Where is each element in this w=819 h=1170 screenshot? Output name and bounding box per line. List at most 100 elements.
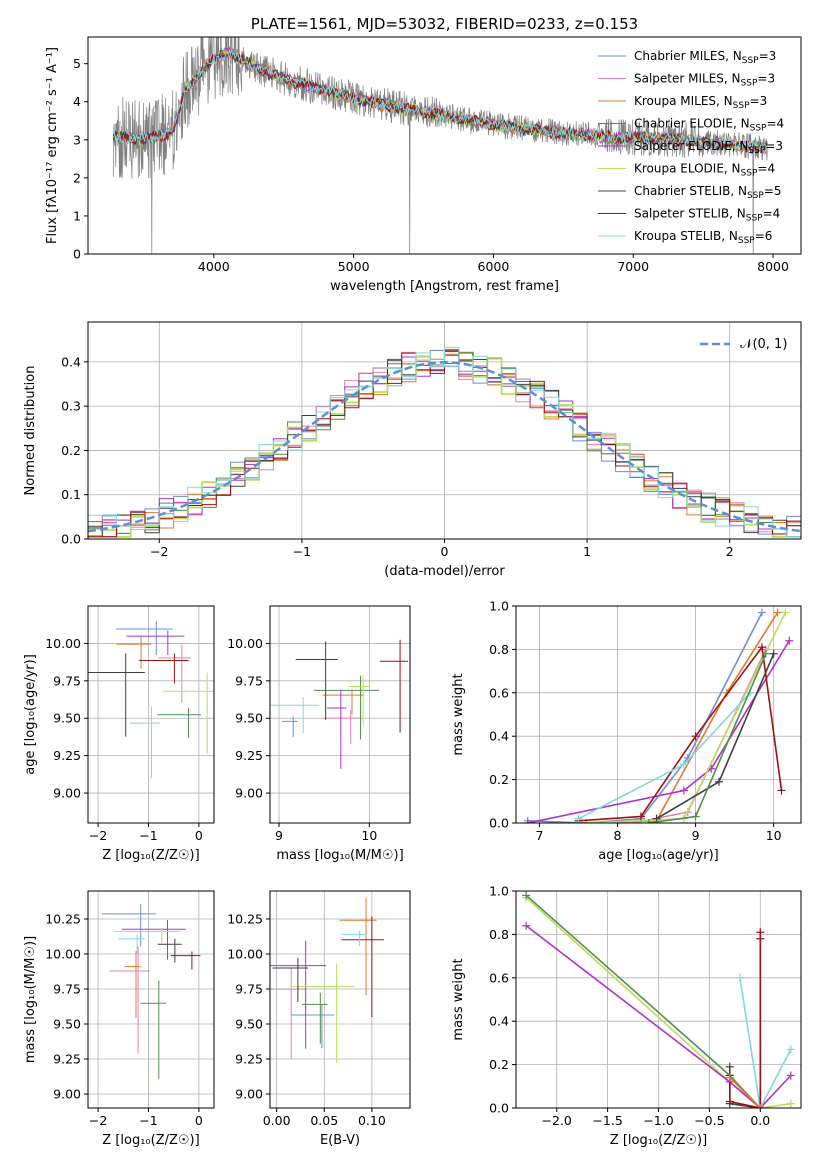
- weight-vs-age-marker-3: [785, 636, 794, 645]
- weight-vs-Z-series-2: [525, 925, 792, 1108]
- spectrum-xtick-label: 7000: [617, 259, 649, 274]
- mass-vs-Z-frame: [87, 890, 215, 1109]
- weight-vs-Z-ylabel: mass weight: [451, 958, 466, 1040]
- mass-vs-EBV-grid: [270, 891, 410, 1108]
- weight-vs-Z-series-3: [739, 977, 792, 1108]
- mass-vs-EBV-xlabel: E(B-V): [320, 1133, 360, 1148]
- weight-vs-Z-marker-1: [522, 891, 531, 900]
- age-vs-mass-grid: [270, 606, 410, 823]
- weight-vs-age-xtick-label: 7: [535, 828, 543, 843]
- residuals-frame: [87, 321, 802, 540]
- residuals-ytick-label: 0.3: [61, 399, 81, 414]
- weight-vs-age-xtick-label: 10: [766, 828, 782, 843]
- legend-entry-2: Kroupa MILES, NSSP=3: [634, 94, 767, 111]
- age-vs-mass-ytick-label: 9.75: [235, 673, 263, 688]
- age-vs-Z-ytick-label: 9.00: [53, 786, 81, 801]
- spectrum-title: PLATE=1561, MJD=53032, FIBERID=0233, z=0…: [251, 15, 638, 33]
- age-vs-Z-frame: [87, 605, 215, 824]
- weight-vs-age-ytick-label: 0.6: [489, 685, 509, 700]
- mass-vs-Z-ytick-label: 9.25: [53, 1052, 81, 1067]
- residuals-xtick-label: 0: [441, 544, 449, 559]
- weight-vs-Z-xtick-label: −1.5: [592, 1113, 622, 1128]
- age-vs-Z-xlabel: Z [log₁₀(Z/Z☉)]: [102, 848, 199, 863]
- weight-vs-Z-ytick-label: 0.8: [489, 927, 509, 942]
- weight-vs-age-lines: [523, 608, 794, 823]
- spectrum-ytick-label: 4: [73, 94, 81, 109]
- spectrum-xtick-label: 8000: [757, 259, 789, 274]
- mass-vs-Z-xtick-label: 0: [195, 1113, 203, 1128]
- mass-vs-EBV-errbars: [270, 897, 384, 1063]
- spectrum-xtick-label: 4000: [198, 259, 230, 274]
- age-vs-Z-ylabel: age [log₁₀(age/yr)]: [23, 654, 38, 775]
- weight-vs-Z-marker-2: [522, 921, 531, 930]
- weight-vs-age-ylabel: mass weight: [451, 673, 466, 755]
- weight-vs-age-marker-3: [679, 786, 688, 795]
- weight-vs-age-marker-6: [636, 812, 645, 821]
- age-vs-mass-xtick-label: 10: [361, 828, 377, 843]
- legend-entry-4: Salpeter ELODIE, NSSP=3: [634, 139, 783, 156]
- weight-vs-age-series-4: [586, 612, 787, 823]
- mass-vs-Z-ytick-label: 9.00: [53, 1087, 81, 1102]
- legend-entry-8: Kroupa STELIB, NSSP=6: [634, 229, 772, 246]
- mass-vs-Z-xtick-label: −2: [89, 1113, 107, 1128]
- weight-vs-age-ytick-label: 0.2: [489, 772, 509, 787]
- legend-entry-5: Kroupa ELODIE, NSSP=4: [634, 162, 775, 179]
- legend-entry-0: Chabrier MILES, NSSP=3: [634, 49, 776, 66]
- weight-vs-Z-marker-6: [725, 1073, 734, 1082]
- weight-vs-age-ytick-label: 0.8: [489, 642, 509, 657]
- mass-vs-EBV-xtick-label: 0.05: [310, 1113, 338, 1128]
- weight-vs-age-marker-6: [691, 732, 700, 741]
- residual-hists: [88, 346, 801, 538]
- residuals-xtick-label: −2: [150, 544, 168, 559]
- mass-vs-EBV-ytick-label: 10.25: [227, 912, 263, 927]
- spectrum-ytick-label: 0: [73, 247, 81, 262]
- weight-vs-age-marker-8: [644, 819, 653, 823]
- mass-vs-EBV-ytick-label: 9.75: [235, 982, 263, 997]
- age-vs-Z-ytick-label: 9.50: [53, 711, 81, 726]
- weight-vs-Z-xtick-label: −0.5: [694, 1113, 724, 1128]
- weight-vs-Z-ytick-label: 0.6: [489, 970, 509, 985]
- age-vs-mass-ytick-label: 10.00: [227, 636, 263, 651]
- weight-vs-Z-frame: [515, 890, 802, 1109]
- gaussian-curve: [88, 361, 801, 533]
- weight-vs-age-marker-8: [761, 649, 770, 658]
- age-vs-mass-ytick-label: 9.25: [235, 748, 263, 763]
- weight-vs-Z-marker-3: [786, 1045, 795, 1054]
- mass-vs-Z-xtick-label: −1: [139, 1113, 157, 1128]
- residuals-xtick-label: −1: [293, 544, 311, 559]
- weight-vs-age-series-3: [527, 640, 790, 823]
- residuals-ytick-label: 0.1: [61, 487, 81, 502]
- residuals-ylabel: Normed distribution: [23, 366, 38, 496]
- weight-vs-Z-series-6: [729, 1077, 761, 1108]
- residuals-xlabel: (data-model)/error: [384, 564, 505, 579]
- weight-vs-age-ytick-label: 0.0: [489, 816, 509, 831]
- age-vs-mass-ytick-label: 9.50: [235, 711, 263, 726]
- weight-vs-Z-xtick-label: −2.0: [542, 1113, 572, 1128]
- weight-vs-age-marker-7: [574, 814, 583, 823]
- residuals-ytick-label: 0.2: [61, 443, 81, 458]
- weight-vs-age-marker-6: [757, 643, 766, 652]
- mass-vs-EBV-ytick-label: 10.00: [227, 947, 263, 962]
- spectrum-ytick-label: 1: [73, 208, 81, 223]
- age-vs-Z-errbars: [88, 621, 214, 779]
- weight-vs-age-marker-7: [679, 760, 688, 769]
- age-vs-mass-xtick-label: 9: [275, 828, 283, 843]
- weight-vs-age-xlabel: age [log₁₀(age/yr)]: [598, 848, 719, 863]
- weight-vs-Z-marker-0: [786, 1099, 795, 1108]
- spectrum-ytick-label: 5: [73, 56, 81, 71]
- mass-vs-EBV-ytick-label: 9.00: [235, 1087, 263, 1102]
- weight-vs-age-marker-6: [777, 786, 786, 795]
- observed-spectrum: [112, 37, 768, 254]
- age-vs-Z-xtick-label: −2: [89, 828, 107, 843]
- weight-vs-age-marker-1: [773, 608, 782, 617]
- weight-vs-Z-lines: [522, 891, 795, 1108]
- mass-vs-Z-ylabel: mass [log₁₀(M/M☉)]: [23, 936, 38, 1063]
- weight-vs-Z-series-1: [525, 894, 761, 1108]
- weight-vs-Z-ytick-label: 0.2: [489, 1057, 509, 1072]
- mass-vs-EBV-ytick-label: 9.50: [235, 1017, 263, 1032]
- gaussian-legend-label: 𝒩(0, 1): [740, 337, 787, 352]
- mass-vs-Z-grid: [88, 891, 214, 1108]
- legend-entry-3: Chabrier ELODIE, NSSP=4: [634, 117, 784, 134]
- mass-vs-EBV-ytick-label: 9.25: [235, 1052, 263, 1067]
